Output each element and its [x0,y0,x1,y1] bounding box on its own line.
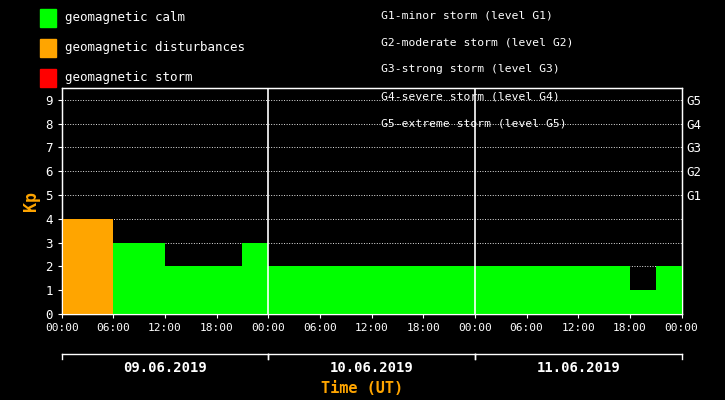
Bar [655,266,681,314]
Bar [501,266,526,314]
Bar [268,266,294,314]
Bar [346,266,371,314]
Bar [320,266,346,314]
Bar [423,266,449,314]
Bar [449,266,475,314]
Bar [475,266,501,314]
Bar [242,243,268,314]
Y-axis label: Kp: Kp [22,191,40,211]
Bar [579,266,604,314]
Bar [397,266,423,314]
Bar [682,243,708,314]
Bar [604,266,630,314]
Bar [630,290,655,314]
Text: G1-minor storm (level G1): G1-minor storm (level G1) [381,10,552,20]
Text: G4-severe storm (level G4): G4-severe storm (level G4) [381,92,560,102]
Text: G3-strong storm (level G3): G3-strong storm (level G3) [381,64,560,74]
Bar [294,266,320,314]
Text: G5-extreme storm (level G5): G5-extreme storm (level G5) [381,119,566,129]
Text: geomagnetic disturbances: geomagnetic disturbances [65,42,244,54]
Bar [552,266,579,314]
Bar [526,266,552,314]
Text: 09.06.2019: 09.06.2019 [123,361,207,375]
Bar [139,243,165,314]
Bar [371,266,397,314]
Text: 11.06.2019: 11.06.2019 [536,361,620,375]
Bar [217,266,242,314]
Text: G2-moderate storm (level G2): G2-moderate storm (level G2) [381,37,573,47]
Text: geomagnetic calm: geomagnetic calm [65,12,185,24]
Bar [191,266,217,314]
Text: 10.06.2019: 10.06.2019 [330,361,413,375]
Text: geomagnetic storm: geomagnetic storm [65,72,192,84]
Text: Time (UT): Time (UT) [321,381,404,396]
Bar [88,219,113,314]
Bar [113,243,139,314]
Bar [165,266,191,314]
Bar [62,219,88,314]
